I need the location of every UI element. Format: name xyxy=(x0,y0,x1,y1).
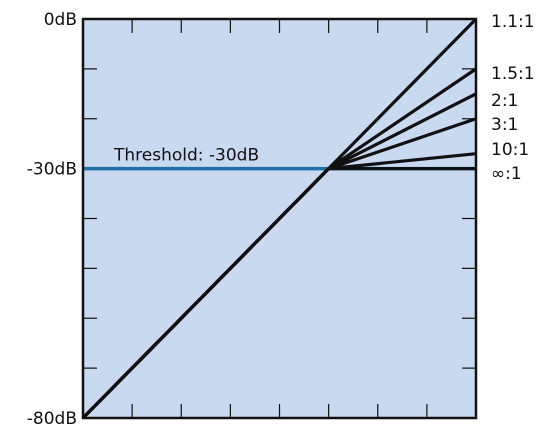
y-tick-labels: 0dB -30dB -80dB xyxy=(27,10,77,429)
ratio-label: 1.5:1 xyxy=(491,64,535,84)
y-tick-label: -30dB xyxy=(27,160,77,180)
ratio-label: ∞:1 xyxy=(491,164,522,184)
ratio-label: 2:1 xyxy=(491,91,518,111)
ratio-labels: 1.1:1 1.5:1 2:1 3:1 10:1 ∞:1 xyxy=(491,12,535,184)
ratio-curve xyxy=(81,167,476,420)
ratio-curves xyxy=(81,17,478,420)
ratio-label: 3:1 xyxy=(491,115,518,135)
ratio-label: 1.1:1 xyxy=(491,12,535,32)
y-tick-label: -80dB xyxy=(27,409,77,429)
plot-frame xyxy=(81,17,478,420)
tick-marks xyxy=(83,19,476,418)
y-tick-label: 0dB xyxy=(44,10,77,30)
threshold-label: Threshold: -30dB xyxy=(113,146,259,166)
ratio-label: 10:1 xyxy=(491,140,529,160)
